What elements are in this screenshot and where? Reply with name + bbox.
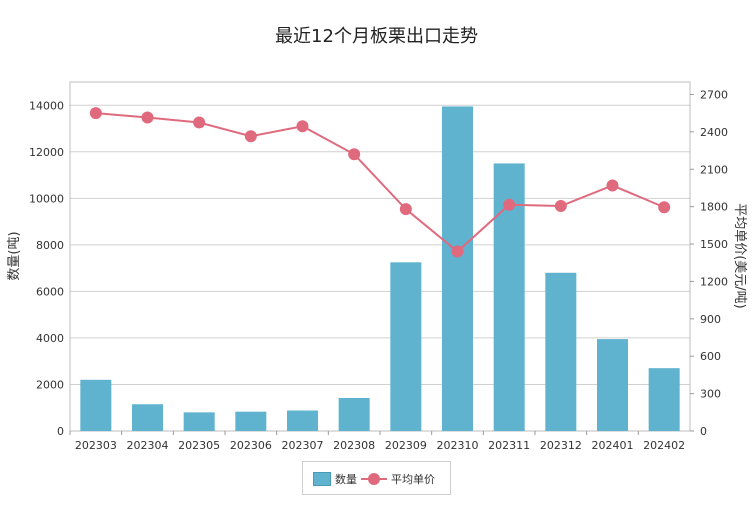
legend: 数量 平均单价 xyxy=(302,461,451,495)
avg-price-point[interactable] xyxy=(193,116,206,129)
bar-series xyxy=(80,106,680,432)
y-right-tick-label: 900 xyxy=(700,313,721,326)
bar[interactable] xyxy=(183,412,215,431)
y-tick-label: 14000 xyxy=(29,99,64,112)
y-right-tick-labels: 0 300 600 900 1200 1500 1800 2100 2400 2700 xyxy=(690,88,728,438)
y-tick-label: 8000 xyxy=(36,239,64,252)
avg-price-point[interactable] xyxy=(399,203,412,216)
y-right-tick-label: 2100 xyxy=(700,163,728,176)
y-right-tick-label: 600 xyxy=(700,350,721,363)
x-tick-labels: 202303 202304 202305 202306 202307 202308 2023… xyxy=(69,431,685,452)
bar[interactable] xyxy=(545,272,577,431)
x-tick-label: 202311 xyxy=(488,439,530,452)
line-series xyxy=(89,107,671,258)
legend-item-avg-price[interactable]: 平均单价 xyxy=(361,470,435,488)
x-tick-label: 202307 xyxy=(282,439,324,452)
y-tick-label: 12000 xyxy=(29,146,64,159)
x-tick-label: 202305 xyxy=(178,439,220,452)
y-tick-labels: 0 2000 4000 6000 8000 10000 12000 14000 xyxy=(29,99,64,438)
avg-price-point[interactable] xyxy=(503,198,516,211)
y-right-tick-label: 1200 xyxy=(700,275,728,288)
bar[interactable] xyxy=(132,404,163,431)
x-tick-label: 202401 xyxy=(592,439,634,452)
legend-label-avg-price: 平均单价 xyxy=(391,473,435,486)
x-tick-label: 202312 xyxy=(540,439,582,452)
bar[interactable] xyxy=(442,106,473,432)
x-tick-label: 202304 xyxy=(127,439,169,452)
chart-title: 最近12个月板栗出口走势 xyxy=(275,26,478,47)
y-right-tick-label: 2700 xyxy=(700,88,728,101)
avg-price-point[interactable] xyxy=(89,107,102,120)
x-tick-label: 202309 xyxy=(385,439,427,452)
legend-bar-swatch xyxy=(313,472,331,486)
avg-price-point[interactable] xyxy=(554,200,567,213)
x-tick-label: 202310 xyxy=(437,439,479,452)
avg-price-line xyxy=(95,112,665,253)
y-tick-label: 4000 xyxy=(36,332,64,345)
legend-line-swatch xyxy=(361,473,387,485)
x-tick-label: 202306 xyxy=(230,439,272,452)
avg-price-point[interactable] xyxy=(658,201,671,214)
avg-price-point[interactable] xyxy=(451,245,464,258)
x-tick-label: 202303 xyxy=(75,439,117,452)
bar[interactable] xyxy=(80,379,112,431)
y-tick-label: 0 xyxy=(57,425,64,438)
y-tick-label: 10000 xyxy=(29,192,64,205)
avg-price-point[interactable] xyxy=(141,111,154,124)
avg-price-point[interactable] xyxy=(606,179,619,192)
y-right-tick-label: 1800 xyxy=(700,201,728,214)
bar[interactable] xyxy=(597,339,628,431)
legend-item-quantity[interactable]: 数量 xyxy=(313,470,357,488)
bar[interactable] xyxy=(338,397,370,431)
y-tick-label: 6000 xyxy=(36,285,64,298)
bar[interactable] xyxy=(648,368,680,431)
bar[interactable] xyxy=(235,411,267,431)
y-right-tick-label: 2400 xyxy=(700,126,728,139)
bar[interactable] xyxy=(390,262,422,431)
y-axis-title: 数量(吨) xyxy=(7,231,22,280)
y-right-tick-label: 300 xyxy=(700,388,721,401)
avg-price-point[interactable] xyxy=(296,120,309,133)
avg-price-point[interactable] xyxy=(244,130,257,143)
x-tick-label: 202402 xyxy=(643,439,685,452)
y-right-axis-title: 平均单价(美元/吨) xyxy=(732,203,747,309)
x-tick-label: 202308 xyxy=(333,439,375,452)
y-tick-label: 2000 xyxy=(36,378,64,391)
legend-label-quantity: 数量 xyxy=(335,473,357,486)
y-right-tick-label: 1500 xyxy=(700,238,728,251)
y-right-tick-label: 0 xyxy=(700,425,707,438)
avg-price-point[interactable] xyxy=(348,148,361,161)
bar[interactable] xyxy=(287,410,318,431)
